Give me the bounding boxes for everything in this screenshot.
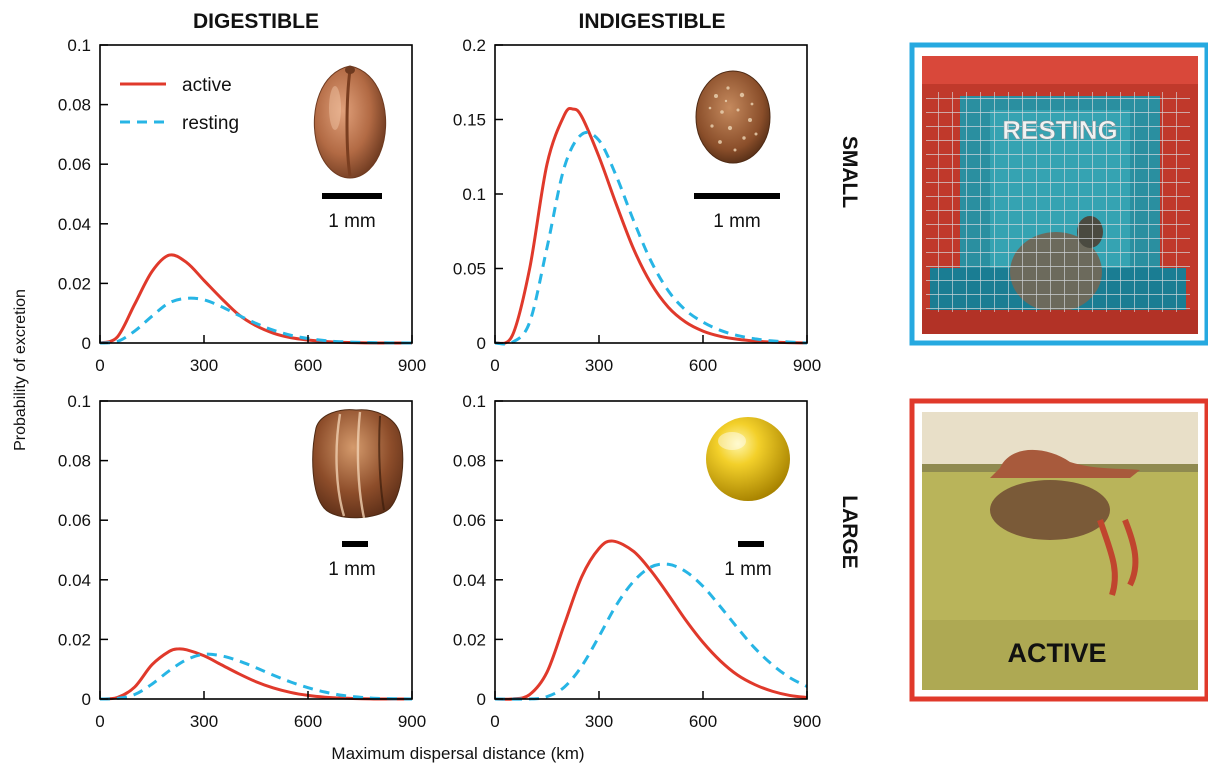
x-tick-label: 900: [398, 712, 426, 731]
legend-active-label: active: [182, 75, 232, 96]
y-tick-label: 0.02: [58, 274, 91, 293]
y-tick-label: 0.08: [453, 452, 486, 471]
y-tick-label: 0.15: [453, 111, 486, 130]
seed-large-digestible-image: [312, 409, 404, 519]
y-tick-label: 0.1: [67, 36, 91, 55]
y-tick-label: 0.02: [453, 630, 486, 649]
wax-bead-image: [706, 417, 790, 501]
scale-label: 1 mm: [713, 211, 761, 232]
series-line-resting: [99, 296, 413, 345]
active-photo: ACTIVE: [909, 398, 1208, 702]
y-tick-label: 0: [82, 690, 91, 709]
y-tick-label: 0.1: [462, 392, 486, 411]
x-tick-label: 300: [585, 356, 613, 375]
series-line-active: [494, 539, 808, 701]
seed-small-digestible-image: [313, 65, 387, 179]
y-tick-label: 0.06: [58, 511, 91, 530]
panel-large-digestible: 0 0.02 0.04 0.06 0.08 0.1 0 300 600 900: [58, 392, 426, 731]
row-header-large: LARGE: [838, 495, 861, 569]
series-line-active: [99, 253, 413, 345]
plot-frame: [99, 44, 413, 344]
y-axis-label: Probability of excretion: [12, 289, 29, 451]
y-tick-label: 0.08: [58, 96, 91, 115]
x-tick-label: 300: [190, 356, 218, 375]
y-tick-label: 0.08: [58, 452, 91, 471]
scale-bar-small-indigestible: 1 mm: [694, 193, 780, 232]
series-line-resting: [494, 562, 808, 701]
legend: active resting: [120, 75, 239, 134]
y-tick-label: 0.04: [58, 215, 91, 234]
y-tick-label: 0.02: [58, 630, 91, 649]
y-tick-label: 0.06: [453, 511, 486, 530]
x-tick-label: 600: [689, 712, 717, 731]
y-tick-label: 0.04: [58, 571, 91, 590]
x-tick-label: 0: [490, 356, 499, 375]
x-tick-label: 600: [294, 356, 322, 375]
panel-large-indigestible: 0 0.02 0.04 0.06 0.08 0.1 0 300 600 900: [453, 392, 821, 731]
x-tick-label: 300: [190, 712, 218, 731]
x-axis-label: Maximum dispersal distance (km): [331, 744, 584, 763]
y-tick-label: 0.05: [453, 260, 486, 279]
x-tick-label: 600: [689, 356, 717, 375]
scale-label: 1 mm: [724, 559, 772, 580]
panel-small-digestible: 0 0.02 0.04 0.06 0.08 0.1 0 300 600 900: [58, 36, 426, 375]
scale-bar-large-indigestible: 1 mm: [724, 541, 772, 580]
resting-photo: RESTING: [909, 42, 1208, 346]
column-header-digestible: DIGESTIBLE: [193, 10, 319, 33]
x-tick-label: 0: [490, 712, 499, 731]
x-tick-label: 900: [793, 356, 821, 375]
x-tick-label: 600: [294, 712, 322, 731]
x-tick-label: 0: [95, 356, 104, 375]
column-header-indigestible: INDIGESTIBLE: [578, 10, 725, 33]
series-line-active: [99, 647, 413, 701]
scale-label: 1 mm: [328, 211, 376, 232]
y-tick-label: 0: [477, 334, 486, 353]
plot-frame: [99, 400, 413, 700]
row-header-small: SMALL: [838, 136, 861, 208]
x-tick-label: 0: [95, 712, 104, 731]
scale-bar-large-digestible: 1 mm: [328, 541, 376, 580]
active-photo-label: ACTIVE: [1007, 638, 1106, 668]
seed-small-indigestible-image: [695, 70, 771, 164]
x-tick-label: 300: [585, 712, 613, 731]
plot-frame: [494, 400, 808, 700]
panel-small-indigestible: 0 0.05 0.1 0.15 0.2 0 300 600 900: [453, 36, 821, 375]
x-tick-label: 900: [398, 356, 426, 375]
series-line-resting: [494, 130, 808, 346]
y-tick-label: 0.2: [462, 36, 486, 55]
resting-photo-label: RESTING: [1002, 115, 1118, 145]
y-tick-label: 0: [477, 690, 486, 709]
y-tick-label: 0.04: [453, 571, 486, 590]
scale-bar-small-digestible: 1 mm: [322, 193, 382, 232]
series-line-resting: [99, 652, 413, 701]
y-tick-label: 0.06: [58, 155, 91, 174]
scale-label: 1 mm: [328, 559, 376, 580]
y-tick-label: 0: [82, 334, 91, 353]
x-tick-label: 900: [793, 712, 821, 731]
legend-resting-label: resting: [182, 113, 239, 134]
series-line-active: [494, 106, 808, 345]
y-tick-label: 0.1: [67, 392, 91, 411]
y-tick-label: 0.1: [462, 185, 486, 204]
